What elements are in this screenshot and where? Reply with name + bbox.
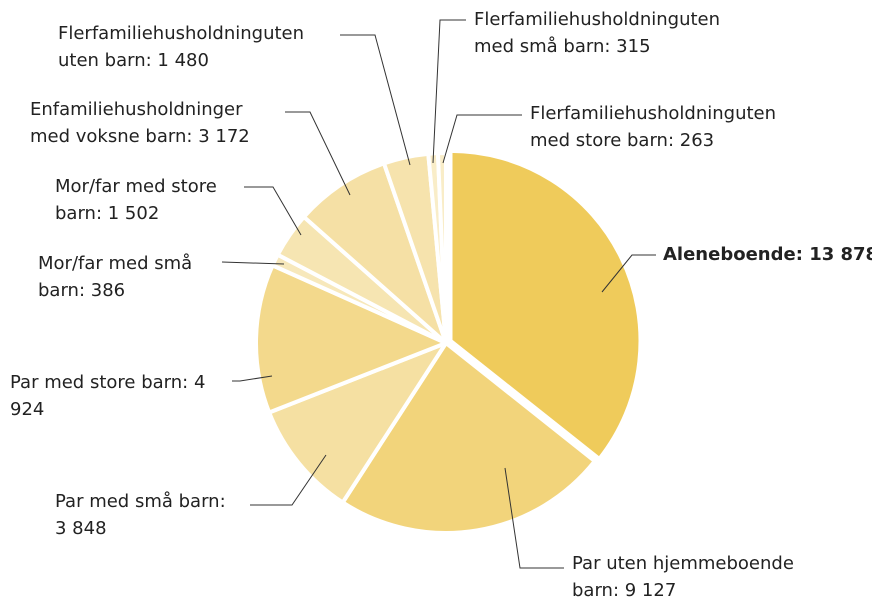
category-name: Mor/far med store barn: (55, 176, 217, 224)
value-label: 263 (679, 130, 715, 151)
leader-line (285, 111, 351, 196)
slice-label: Mor/far med store barn: 1 502 (55, 173, 235, 227)
leader-line (250, 454, 327, 506)
category-name: Flerfamiliehusholdninguten med små barn: (474, 9, 721, 57)
value-label: 1 502 (107, 203, 160, 224)
value-label: 1 480 (157, 50, 209, 71)
leader-line (442, 114, 522, 164)
category-name: Enfamiliehusholdninger med voksne barn: (30, 99, 243, 147)
pie-slice (254, 263, 448, 415)
category-name: Mor/far med små barn: (38, 253, 193, 301)
value-label: 315 (616, 36, 651, 57)
category-name: Aleneboende: (663, 244, 803, 265)
value-label: 386 (90, 280, 126, 301)
slice-label: Flerfamiliehusholdninguten med store bar… (530, 100, 795, 154)
value-label: 13 878 (809, 244, 872, 265)
slice-label: Flerfamiliehusholdninguten uten barn: 1 … (58, 20, 323, 74)
slice-label: Par uten hjemmeboende barn: 9 127 (572, 550, 807, 604)
category-name: Flerfamiliehusholdninguten med store bar… (530, 103, 777, 151)
slice-label: Aleneboende: 13 878 (663, 241, 872, 268)
leader-line (232, 375, 273, 382)
pie-slice (448, 148, 643, 461)
category-name: Par med små barn: (55, 491, 226, 512)
leader-line (244, 186, 302, 236)
leader-line (340, 34, 411, 166)
slice-label: Enfamiliehusholdninger med voksne barn: … (30, 96, 265, 150)
category-name: Par med store barn: (10, 372, 189, 393)
value-label: 4 924 (10, 372, 206, 420)
slice-label: Par med små barn: 3 848 (55, 488, 240, 542)
leader-line (221, 261, 285, 265)
category-name: Flerfamiliehusholdninguten uten barn: (58, 23, 305, 71)
slice-label: Par med store barn: 4 924 (10, 369, 210, 423)
value-label: 3 172 (198, 126, 250, 147)
slice-label: Mor/far med små barn: 386 (38, 250, 213, 304)
pie-slice (340, 341, 597, 535)
value-label: 9 127 (624, 580, 677, 601)
slice-label: Flerfamiliehusholdninguten med små barn:… (474, 6, 739, 60)
leader-line (601, 254, 656, 293)
pie-slice (267, 341, 448, 505)
value-label: 3 848 (55, 518, 107, 539)
leader-line (504, 467, 564, 569)
category-name: Par uten hjemmeboende barn: (572, 553, 794, 601)
leader-line (432, 19, 466, 164)
